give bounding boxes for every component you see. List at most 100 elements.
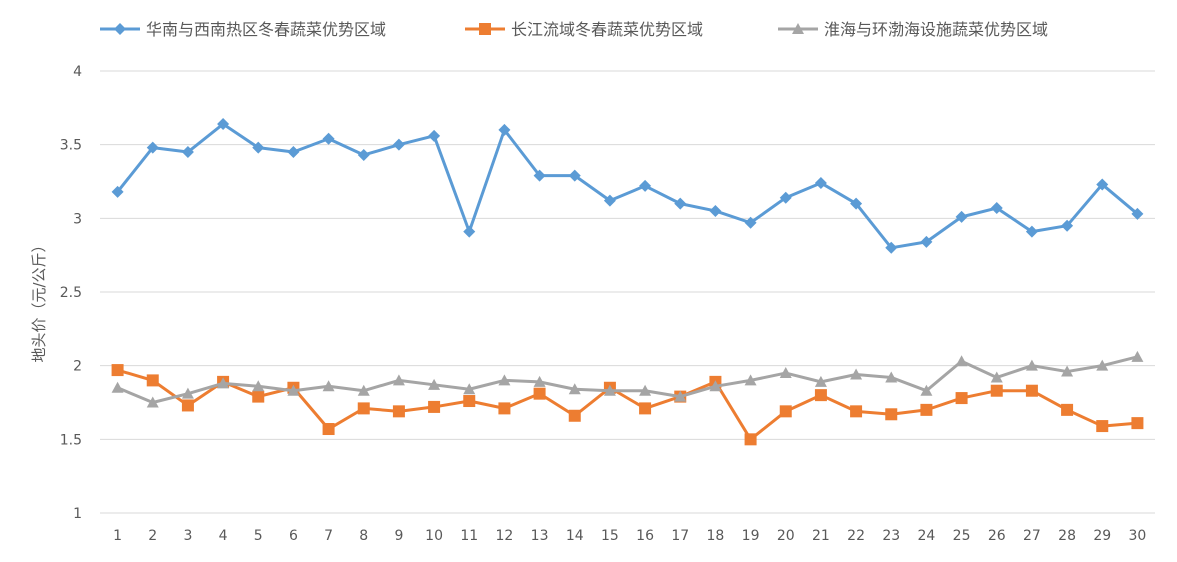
data-point-square	[322, 423, 335, 436]
data-point-triangle	[217, 377, 230, 389]
data-point-diamond	[114, 23, 126, 35]
data-point-diamond	[885, 241, 898, 254]
data-point-triangle	[1131, 350, 1144, 362]
data-point-diamond	[463, 225, 476, 238]
x-tick-label: 5	[254, 528, 263, 544]
y-axis-ticks: 1 1.5 2 2.5 3 3.5 4	[60, 64, 82, 522]
series-group	[111, 118, 1144, 446]
x-tick-label: 23	[882, 528, 900, 544]
data-point-diamond	[322, 132, 335, 145]
data-point-diamond	[674, 197, 687, 210]
data-point-square	[920, 403, 933, 416]
data-point-square	[146, 374, 159, 387]
series-line	[117, 368, 1138, 441]
series-line	[117, 355, 1138, 404]
series-2	[111, 350, 1144, 408]
data-point-square	[1131, 417, 1144, 430]
data-point-triangle	[1025, 359, 1038, 371]
data-point-diamond	[1061, 219, 1074, 232]
data-point-triangle	[920, 384, 933, 396]
data-point-triangle	[181, 387, 194, 399]
data-point-diamond	[603, 194, 616, 207]
x-tick-label: 19	[742, 528, 760, 544]
x-tick-label: 22	[847, 528, 865, 544]
legend-item: 淮海与环渤海设施蔬菜优势区域	[778, 20, 1048, 39]
data-point-triangle	[955, 355, 968, 367]
legend-item: 长江流域冬春蔬菜优势区域	[465, 20, 703, 39]
data-point-triangle	[990, 371, 1003, 383]
data-point-diamond	[1025, 225, 1038, 238]
legend-item: 华南与西南热区冬春蔬菜优势区域	[100, 20, 386, 39]
data-point-triangle	[709, 380, 722, 392]
data-point-square	[1061, 403, 1074, 416]
data-point-square	[850, 405, 863, 418]
x-tick-label: 18	[707, 528, 725, 544]
x-tick-label: 7	[324, 528, 333, 544]
data-point-triangle	[287, 384, 300, 396]
x-tick-label: 27	[1023, 528, 1041, 544]
data-point-diamond	[779, 191, 792, 204]
data-point-triangle	[111, 381, 124, 393]
data-point-diamond	[392, 138, 405, 151]
data-point-triangle	[428, 378, 441, 390]
x-tick-label: 24	[918, 528, 936, 544]
gridlines	[100, 70, 1155, 514]
x-tick-label: 10	[425, 528, 443, 544]
data-point-triangle	[814, 375, 827, 387]
data-point-triangle	[498, 374, 511, 386]
y-tick-label: 3	[73, 211, 82, 227]
data-point-diamond	[181, 146, 194, 159]
data-point-triangle	[885, 371, 898, 383]
data-point-square	[111, 364, 124, 377]
x-tick-label: 28	[1058, 528, 1076, 544]
x-tick-label: 6	[289, 528, 298, 544]
data-point-square	[639, 402, 652, 415]
data-point-diamond	[920, 235, 933, 248]
x-tick-label: 26	[988, 528, 1006, 544]
x-tick-label: 11	[460, 528, 478, 544]
data-point-diamond	[498, 123, 511, 136]
data-point-square	[955, 392, 968, 405]
data-point-diamond	[287, 146, 300, 159]
data-point-square	[392, 405, 405, 418]
data-point-diamond	[639, 179, 652, 192]
y-tick-label: 1.5	[60, 432, 82, 448]
data-point-diamond	[357, 148, 370, 161]
data-point-square	[498, 402, 511, 415]
data-point-diamond	[428, 129, 441, 142]
data-point-diamond	[1131, 207, 1144, 220]
data-point-diamond	[111, 185, 124, 198]
data-point-square	[744, 433, 757, 446]
data-point-triangle	[744, 374, 757, 386]
data-point-triangle	[674, 390, 687, 402]
y-axis-label: 地头价（元/公斤）	[30, 237, 48, 362]
x-tick-label: 17	[671, 528, 689, 544]
data-point-diamond	[146, 141, 159, 154]
x-tick-label: 4	[219, 528, 228, 544]
x-tick-label: 21	[812, 528, 830, 544]
legend-label: 长江流域冬春蔬菜优势区域	[511, 20, 703, 39]
data-point-triangle	[533, 375, 546, 387]
data-point-diamond	[709, 204, 722, 217]
data-point-diamond	[1096, 178, 1109, 191]
x-tick-label: 14	[566, 528, 584, 544]
data-point-square	[568, 409, 581, 422]
data-point-triangle	[322, 380, 335, 392]
data-point-triangle	[1061, 365, 1074, 377]
data-point-triangle	[463, 383, 476, 395]
legend-label: 华南与西南热区冬春蔬菜优势区域	[146, 20, 386, 39]
data-point-diamond	[744, 216, 757, 229]
y-tick-label: 4	[73, 64, 82, 80]
x-tick-label: 13	[531, 528, 549, 544]
data-point-square	[252, 390, 265, 403]
legend: 华南与西南热区冬春蔬菜优势区域 长江流域冬春蔬菜优势区域 淮海与环渤海设施蔬菜优势区…	[100, 20, 1048, 39]
x-tick-label: 1	[113, 528, 122, 544]
data-point-triangle	[1096, 359, 1109, 371]
x-axis-ticks: 1 2 3 4 5 6 7 8 9 10 11 12 13 14 15 16 17 18 19 20 21 22 23 24 2…	[113, 528, 1146, 544]
data-point-square	[779, 405, 792, 418]
data-point-diamond	[955, 210, 968, 223]
data-point-square	[479, 23, 491, 35]
x-tick-label: 25	[953, 528, 971, 544]
data-point-square	[463, 395, 476, 408]
y-tick-label: 3.5	[60, 138, 82, 154]
